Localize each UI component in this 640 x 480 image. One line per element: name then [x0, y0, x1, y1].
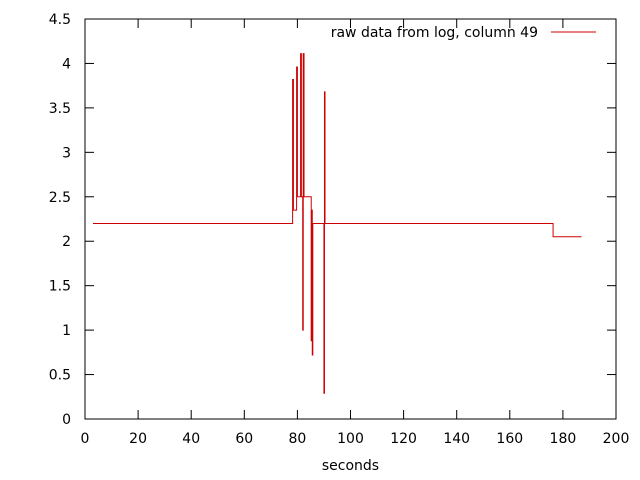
- x-tick-label: 40: [182, 431, 200, 447]
- x-tick-label: 80: [288, 431, 306, 447]
- x-tick-label: 120: [390, 431, 417, 447]
- y-tick-label: 0: [62, 412, 71, 428]
- plot-frame: [84, 18, 617, 420]
- series-line-0: [92, 53, 582, 394]
- y-tick-label: 2.5: [49, 190, 71, 206]
- legend-label: raw data from log, column 49: [331, 25, 538, 41]
- y-axis: 0 0.5 1 1.5 2 2.5 3 3.5 4 4.5: [49, 12, 616, 428]
- x-axis: 0 20 40 60 80 100 120 140 160 180 200: [81, 19, 630, 447]
- y-tick-label: 4.5: [49, 12, 71, 28]
- y-tick-label: 3.5: [49, 101, 71, 117]
- y-tick-label: 4: [62, 56, 71, 72]
- y-tick-label: 2: [62, 234, 71, 250]
- x-tick-label: 100: [337, 431, 364, 447]
- y-tick-label: 1: [62, 323, 71, 339]
- x-tick-label: 200: [603, 431, 630, 447]
- x-tick-label: 20: [129, 431, 147, 447]
- x-tick-label: 180: [550, 431, 577, 447]
- x-tick-label: 140: [443, 431, 470, 447]
- y-tick-label: 1.5: [49, 279, 71, 295]
- series-layer: [92, 53, 582, 394]
- y-tick-label: 0.5: [49, 368, 71, 384]
- x-tick-label: 60: [235, 431, 253, 447]
- x-axis-title: seconds: [322, 458, 379, 474]
- y-tick-label: 3: [62, 145, 71, 161]
- x-tick-label: 0: [81, 431, 90, 447]
- legend: raw data from log, column 49: [331, 25, 596, 41]
- x-tick-label: 160: [496, 431, 523, 447]
